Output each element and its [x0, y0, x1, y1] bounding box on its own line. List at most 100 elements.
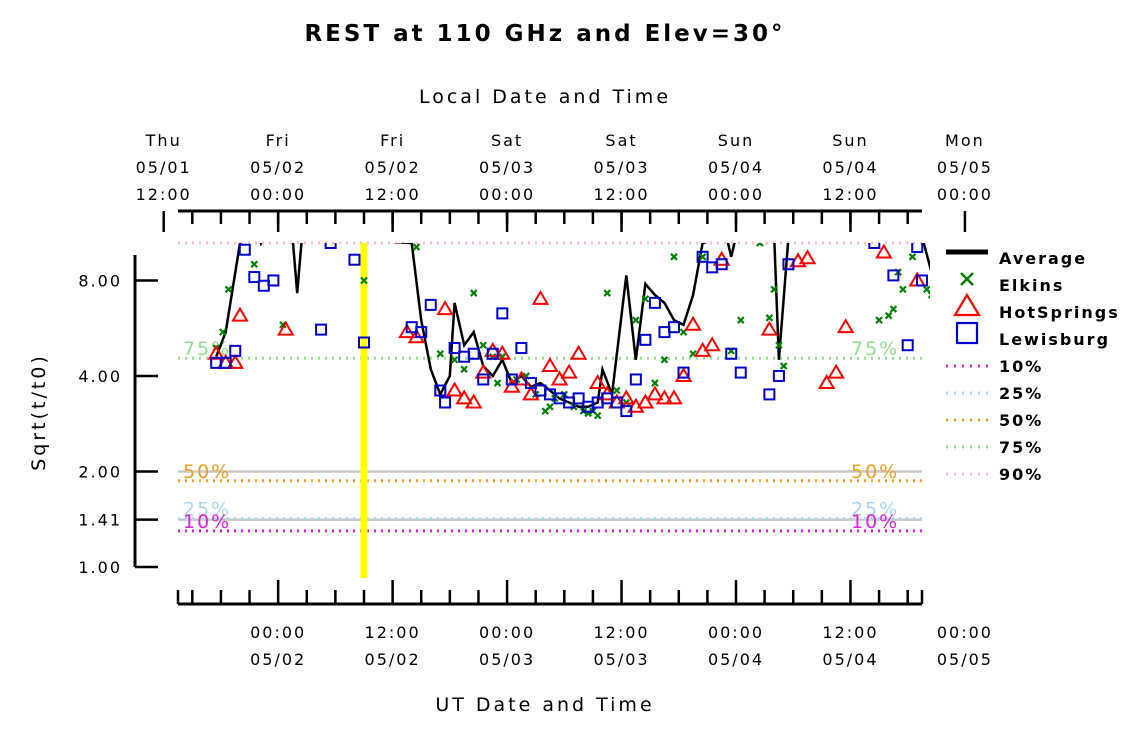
lewisburg-point	[936, 327, 946, 337]
lewisburg-point	[734, 366, 747, 379]
elkins-point	[889, 305, 898, 313]
lewisburg-point	[434, 384, 447, 397]
top-tick-label-date: 05/03	[593, 158, 649, 177]
lewisburg-point	[610, 396, 623, 409]
hotsprings-point	[684, 315, 702, 331]
top-tick-label-date: 05/02	[250, 158, 306, 177]
legend-label-percentile: 10%	[999, 357, 1043, 376]
lewisburg-point	[439, 396, 452, 409]
hotsprings-point	[231, 306, 249, 322]
elkins-point	[660, 355, 669, 364]
top-tick-label-day: Sat	[491, 131, 523, 150]
lewisburg-point	[715, 258, 728, 271]
top-tick-label-day: Fri	[266, 131, 291, 150]
lewisburg-point	[315, 323, 328, 336]
elkins-point	[593, 411, 602, 420]
elkins-point	[641, 295, 650, 303]
elkins-point	[765, 314, 774, 322]
axes: 1.00 1.41 2.00 4.00 8.00 00:00 05/02 12:00 05/02…	[78, 131, 993, 669]
percentile-label-10-right: 10%	[851, 511, 899, 533]
top-tick-label-time: 00:00	[708, 185, 764, 204]
lewisburg-point	[324, 243, 337, 249]
top-axis-title: Local Date and Time	[419, 86, 671, 108]
lewisburg-point	[772, 369, 785, 382]
hotsprings-point	[1106, 257, 1120, 269]
hotsprings-point	[588, 374, 607, 390]
lewisburg-point	[1060, 368, 1070, 378]
elkins-point	[943, 296, 949, 302]
lewisburg-point	[505, 373, 518, 386]
top-tick-label-time: 00:00	[937, 185, 993, 204]
x-tick-label-time: 00:00	[479, 623, 535, 642]
x-tick-label-time: 12:00	[365, 623, 421, 642]
hotsprings-point	[531, 289, 550, 305]
hotsprings-point	[569, 344, 588, 360]
hotsprings-point	[798, 249, 817, 265]
x-tick-label-time: 00:00	[250, 623, 306, 642]
hotsprings-point	[445, 381, 464, 397]
lewisburg-point	[658, 326, 671, 339]
hotsprings-point	[1087, 369, 1101, 381]
lewisburg-point	[229, 344, 242, 357]
x-tick-label-date: 05/05	[937, 650, 993, 669]
legend-square-marker	[955, 321, 979, 345]
percentile-label-25-right: 25%	[851, 499, 899, 521]
top-tick-label-time: 12:00	[593, 185, 649, 204]
lewisburg-point	[887, 269, 900, 282]
elkins-point	[875, 316, 883, 324]
top-tick-label-time: 00:00	[479, 185, 535, 204]
elkins-point	[981, 322, 987, 328]
legend-label-elkins: Elkins	[999, 276, 1064, 295]
lewisburg-point	[524, 377, 537, 390]
elkins-point	[948, 264, 954, 270]
series-layer	[207, 243, 1120, 420]
lewisburg-point	[448, 342, 461, 355]
elkins-point	[360, 276, 368, 285]
lewisburg-point	[725, 347, 738, 360]
elkins-point	[450, 355, 459, 364]
legend-label-percentile: 25%	[999, 384, 1043, 403]
top-tick-label-day: Fri	[380, 131, 405, 150]
average-line	[215, 243, 930, 408]
lewisburg-point	[238, 243, 251, 256]
lewisburg-point	[1055, 358, 1065, 368]
legend-label-average: Average	[999, 249, 1087, 268]
top-tick-label-time: 12:00	[365, 185, 421, 204]
hotsprings-point	[703, 336, 721, 352]
legend-label-percentile: 50%	[999, 411, 1043, 430]
percentile-label-75-right: 75%	[851, 338, 899, 360]
elkins-point	[698, 253, 707, 261]
lewisburg-point	[946, 325, 956, 335]
legend-triangle-marker	[953, 292, 981, 317]
lewisburg-point	[458, 350, 471, 363]
x-axis-title: UT Date and Time	[435, 694, 654, 716]
x-tick-label-time: 12:00	[822, 623, 878, 642]
hotsprings-point	[455, 389, 473, 405]
lewisburg-point	[257, 279, 270, 292]
lewisburg-point	[648, 296, 661, 309]
chart-title: REST at 110 GHz and Elev=30°	[304, 21, 785, 47]
top-tick-label-day: Sun	[718, 131, 754, 150]
top-tick-label-date: 05/05	[937, 158, 993, 177]
elkins-point	[971, 286, 977, 292]
x-tick-label-date: 05/04	[708, 650, 764, 669]
top-tick-label-day: Mon	[945, 131, 985, 150]
lewisburg-point	[763, 388, 776, 401]
elkins-point	[922, 285, 930, 294]
hotsprings-point	[674, 366, 693, 382]
current-time-bar	[360, 243, 368, 578]
elkins-point	[460, 365, 468, 374]
lewisburg-point	[868, 243, 881, 249]
top-tick-label-day: Sun	[832, 131, 868, 150]
elkins-point	[927, 291, 930, 299]
hotsprings-point	[541, 357, 559, 373]
elkins-point	[908, 253, 917, 261]
x-tick-label-time: 00:00	[937, 623, 993, 642]
lewisburg-point	[677, 366, 690, 379]
elkins-point	[412, 243, 421, 251]
x-tick-label-date: 05/04	[822, 650, 878, 669]
hotsprings-point	[277, 320, 295, 336]
lewisburg-point	[901, 339, 914, 352]
y-tick-label: 2.00	[78, 462, 122, 481]
hotsprings-point	[836, 318, 855, 334]
